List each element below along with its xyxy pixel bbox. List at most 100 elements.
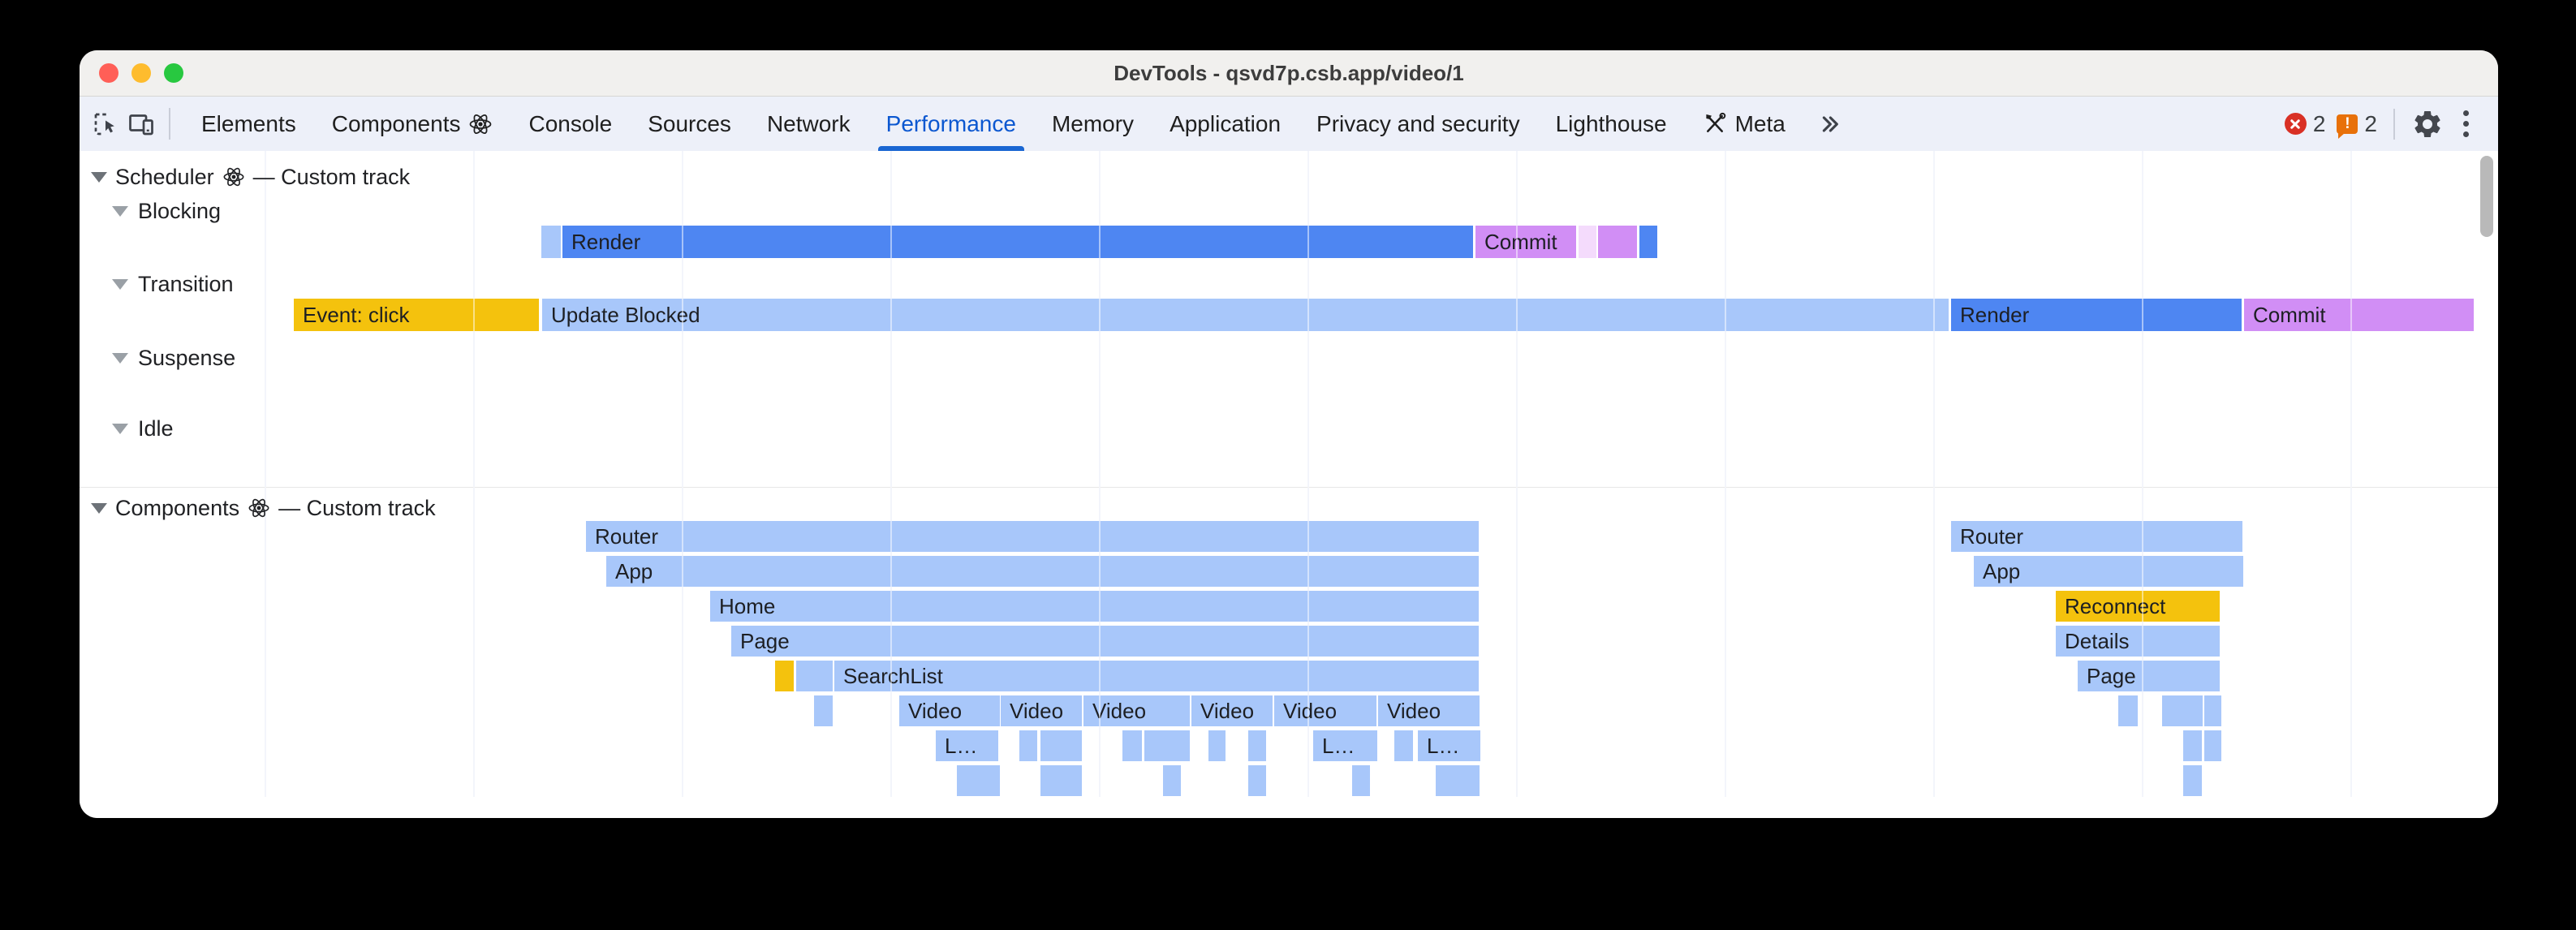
flame-bar-video[interactable]: Video	[1191, 695, 1273, 726]
gear-icon[interactable]	[2411, 108, 2444, 140]
flame-bar-event-click[interactable]: Event: click	[294, 299, 539, 331]
tab-application[interactable]: Application	[1152, 97, 1299, 151]
flame-bar-commit[interactable]: Commit	[2244, 299, 2474, 331]
flame-bar-video[interactable]: Video	[1274, 695, 1376, 726]
flame-bar[interactable]	[2118, 695, 2138, 726]
flame-bar[interactable]	[2204, 730, 2221, 761]
inspect-cursor-icon[interactable]	[88, 97, 123, 151]
flame-bar[interactable]	[1598, 226, 1637, 258]
flame-bar[interactable]	[957, 765, 1000, 796]
flame-bar[interactable]	[1144, 730, 1190, 761]
flame-bar-router[interactable]: Router	[1951, 521, 2242, 552]
flame-bar-router[interactable]: Router	[586, 521, 1479, 552]
lane-suspense[interactable]: Suspense	[112, 345, 235, 371]
device-toolbar-icon[interactable]	[123, 97, 159, 151]
flame-bar[interactable]	[1639, 226, 1657, 258]
scheduler-track-header[interactable]: Scheduler — Custom track	[91, 164, 410, 190]
collapse-triangle-icon[interactable]	[112, 423, 128, 434]
lane-idle[interactable]: Idle	[112, 415, 174, 441]
flame-bar[interactable]	[2183, 765, 2202, 796]
error-badge[interactable]: 2	[2284, 111, 2325, 137]
collapse-triangle-icon[interactable]	[112, 352, 128, 364]
tab-performance[interactable]: Performance	[868, 97, 1034, 151]
collapse-triangle-icon[interactable]	[91, 502, 107, 514]
flame-bar-l-[interactable]: L…	[936, 730, 998, 761]
flame-bar[interactable]	[796, 661, 833, 691]
tab-label: Performance	[885, 110, 1016, 136]
flame-bar-app[interactable]: App	[606, 556, 1479, 587]
flame-bar-app[interactable]: App	[1974, 556, 2243, 587]
lane-transition[interactable]: Transition	[112, 271, 234, 297]
flame-bar-home[interactable]: Home	[710, 591, 1479, 622]
titlebar: DevTools - qsvd7p.csb.app/video/1	[80, 50, 2498, 97]
collapse-triangle-icon[interactable]	[112, 278, 128, 290]
flame-bar-searchlist[interactable]: SearchList	[834, 661, 1479, 691]
tab-label: Components	[331, 110, 461, 136]
flame-bar[interactable]	[1208, 730, 1226, 761]
flame-bar[interactable]	[1248, 765, 1266, 796]
flame-bar[interactable]	[1019, 730, 1037, 761]
traffic-lights	[99, 63, 183, 83]
minimize-window-button[interactable]	[131, 63, 151, 83]
flame-bar-details[interactable]: Details	[2056, 626, 2220, 657]
tab-elements[interactable]: Elements	[183, 97, 314, 151]
flame-bar[interactable]	[2183, 730, 2202, 761]
flame-bar-page[interactable]: Page	[731, 626, 1479, 657]
vertical-scrollbar-thumb[interactable]	[2480, 156, 2493, 237]
flame-bar-video[interactable]: Video	[899, 695, 1000, 726]
tab-label: Elements	[201, 110, 296, 136]
flame-bar[interactable]	[1163, 765, 1181, 796]
flame-bar-video[interactable]: Video	[1083, 695, 1190, 726]
flame-bar[interactable]	[541, 226, 561, 258]
gridline-overlay	[265, 151, 266, 797]
collapse-triangle-icon[interactable]	[112, 205, 128, 217]
flame-bar-l-[interactable]: L…	[1418, 730, 1480, 761]
flame-bar-update-blocked[interactable]: Update Blocked	[542, 299, 1949, 331]
gridline-overlay	[1933, 151, 1935, 797]
panel-tabs: Elements Components Console Sources Network P…	[183, 97, 1803, 151]
tab-lighthouse[interactable]: Lighthouse	[1538, 97, 1685, 151]
tab-sources[interactable]: Sources	[630, 97, 749, 151]
components-track-header[interactable]: Components — Custom track	[91, 495, 436, 521]
chevron-double-right-icon[interactable]	[1803, 97, 1855, 151]
gridline-overlay	[1307, 151, 1309, 797]
lane-blocking[interactable]: Blocking	[112, 198, 221, 224]
flame-bar-render[interactable]: Render	[1951, 299, 2242, 331]
window-title: DevTools - qsvd7p.csb.app/video/1	[1114, 60, 1464, 85]
tab-meta[interactable]: Meta	[1685, 97, 1803, 151]
flame-bar[interactable]	[1436, 765, 1480, 796]
flame-bar[interactable]	[1040, 730, 1082, 761]
tab-console[interactable]: Console	[510, 97, 630, 151]
flame-bar[interactable]	[2204, 695, 2221, 726]
flame-bar-video[interactable]: Video	[1001, 695, 1082, 726]
flame-bar-video[interactable]: Video	[1378, 695, 1480, 726]
warning-icon: !	[2337, 114, 2358, 139]
flame-bar[interactable]	[814, 695, 833, 726]
flame-bar[interactable]	[1579, 226, 1596, 258]
warning-count: 2	[2364, 110, 2377, 136]
tab-network[interactable]: Network	[749, 97, 868, 151]
flame-bar[interactable]	[1040, 765, 1082, 796]
flame-bar-render[interactable]: Render	[562, 226, 1473, 258]
flame-bar-commit[interactable]: Commit	[1475, 226, 1576, 258]
tab-components[interactable]: Components	[314, 97, 511, 151]
zoom-window-button[interactable]	[164, 63, 183, 83]
flame-bar-l-[interactable]: L…	[1313, 730, 1377, 761]
flame-bar-reconnect[interactable]: Reconnect	[2056, 591, 2220, 622]
flame-bar[interactable]	[1248, 730, 1266, 761]
flame-bar[interactable]	[1394, 730, 1413, 761]
flame-bar[interactable]	[775, 661, 794, 691]
react-atom-icon	[248, 498, 269, 518]
react-atom-icon	[223, 167, 244, 187]
flame-bar[interactable]	[1352, 765, 1370, 796]
close-window-button[interactable]	[99, 63, 118, 83]
tab-memory[interactable]: Memory	[1034, 97, 1152, 151]
tab-label: Lighthouse	[1555, 110, 1667, 136]
flame-bar[interactable]	[1122, 730, 1142, 761]
tab-privacy-and-security[interactable]: Privacy and security	[1299, 97, 1538, 151]
flame-bar[interactable]	[2162, 695, 2203, 726]
warning-badge[interactable]: ! 2	[2337, 110, 2377, 139]
collapse-triangle-icon[interactable]	[91, 171, 107, 183]
flame-bar-page[interactable]: Page	[2078, 661, 2220, 691]
kebab-menu-icon[interactable]	[2455, 110, 2477, 137]
